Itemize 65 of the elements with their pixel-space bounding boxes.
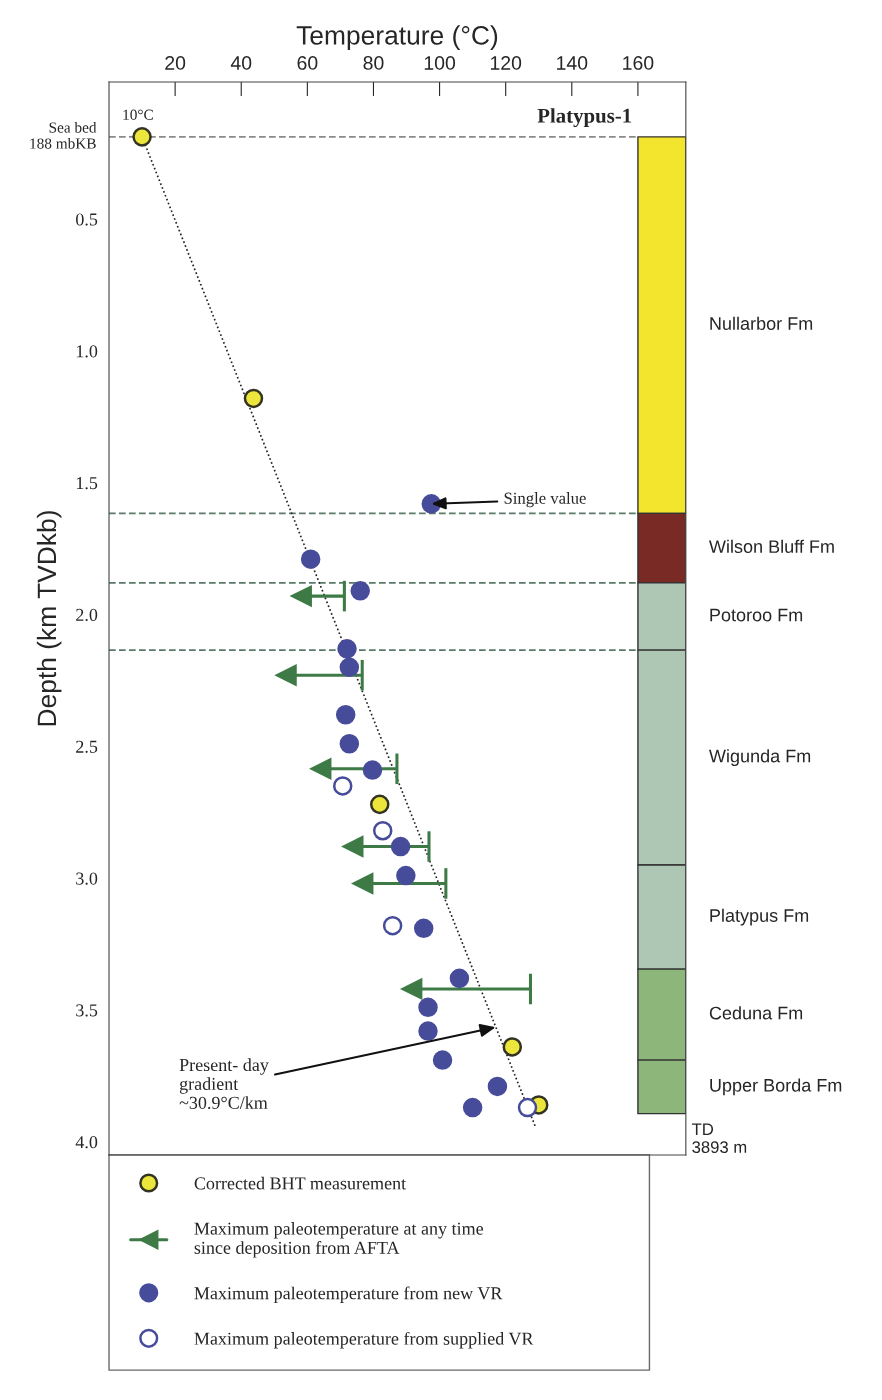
point [289,584,312,608]
band-label: Ceduna Fm [709,1006,803,1020]
point [418,997,438,1018]
point [487,1076,508,1097]
point [390,836,411,857]
band-label: Wilson Bluff Fm [709,539,834,553]
point [372,820,393,841]
x-tick-label: 40 [230,56,252,70]
annotation: 10°C [123,109,153,120]
x-axis-title: Temperature (°C) [296,25,498,50]
point [335,704,356,725]
x-tick-label: 100 [424,56,456,70]
x-tick-label: 160 [623,56,654,70]
x-tick-label: 80 [363,56,384,70]
y-tick-label: 4.0 [75,1136,98,1149]
point [517,1097,538,1118]
point [502,1037,523,1057]
legend-label: Corrected BHT measurement [194,1176,407,1190]
point [413,918,434,939]
point [341,835,364,858]
point [300,549,321,569]
point [399,977,423,1001]
band-label: Wigunda Fm [709,749,811,766]
y-axis-title: Depth (km TVDkb) [36,511,62,726]
point [337,639,357,659]
band-label: Platypus Fm [710,908,809,926]
point [332,776,353,796]
legend-label: Maximum paleotemperature from new VR [194,1286,503,1304]
y-tick-label: 2.5 [76,740,98,753]
y-tick-label: 3.5 [76,1004,98,1017]
point [369,794,390,815]
point [243,388,264,409]
point [362,760,383,780]
y-tick-label: 3.0 [76,872,98,885]
band-label: Upper Borda Fm [710,1078,842,1096]
legend-label: Maximum paleotemperature from supplied VR [194,1331,534,1349]
y-tick-label: 1.5 [76,477,98,490]
x-tick-label: 120 [490,56,522,70]
band-label: Nullarbor Fm [710,316,813,330]
band-label: Potoroo Fm [710,608,803,622]
y-tick-label: 2.0 [76,608,98,622]
point [449,968,470,989]
text: TD 3893 m [691,1123,747,1154]
x-tick-label: 140 [557,56,588,70]
point [132,127,152,147]
legend-label: Maximum paleotemperature at any time since deposition from AFTA [194,1222,484,1258]
annotation: Sea bed 188 mbKB [30,121,97,149]
point [418,1021,438,1041]
point [309,757,332,780]
point [339,657,360,678]
point [396,865,416,886]
x-tick-label: 60 [297,56,318,70]
point [432,1050,453,1070]
x-tick-label: 20 [165,56,186,70]
y-tick-label: 0.5 [76,213,98,226]
y-tick-label: 1.0 [76,345,98,358]
point [274,664,297,687]
point [351,872,374,895]
point [462,1097,483,1118]
annotation: Present- day gradient ~30.9°C/km [179,1058,269,1109]
text: Platypus-1 [537,108,632,128]
point [350,581,370,601]
point [339,733,360,754]
annotation: Single value [504,492,586,508]
point [382,915,403,936]
